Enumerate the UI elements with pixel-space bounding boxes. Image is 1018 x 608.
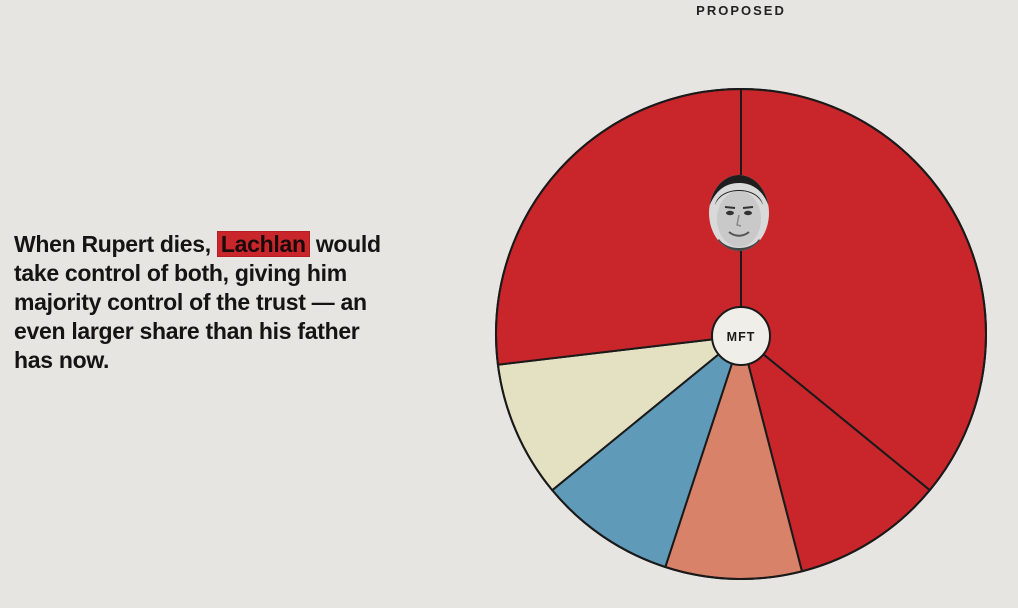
story-paragraph: When Rupert dies, Lachlan would take con… (14, 230, 389, 375)
center-circle (711, 306, 771, 366)
pie-slice-6 (495, 88, 742, 366)
highlighted-name: Lachlan (216, 231, 310, 257)
pie-outline (495, 88, 987, 580)
chart-title: PROPOSED (696, 3, 786, 18)
text-after: would take control of both, giving him m… (14, 231, 381, 373)
center-label: MFT (727, 330, 756, 344)
face-portrait-icon (709, 175, 769, 251)
text-before: When Rupert dies, (14, 231, 217, 257)
